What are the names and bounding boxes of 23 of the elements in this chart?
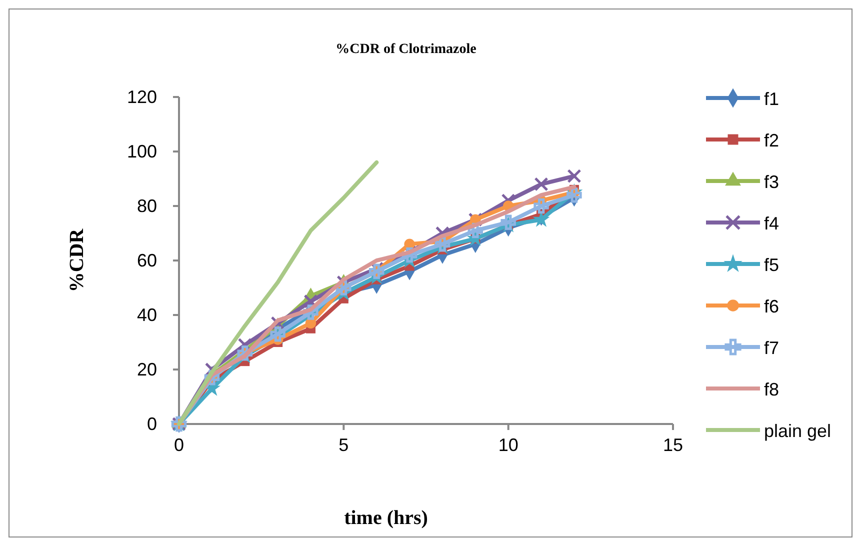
x-tick-label: 0 xyxy=(174,435,184,455)
x-tick-label: 5 xyxy=(338,435,349,455)
legend-label: f8 xyxy=(764,380,780,400)
legend-label: f2 xyxy=(764,130,780,150)
legend-label: plain gel xyxy=(764,421,832,441)
y-axis-title: %CDR xyxy=(66,228,88,292)
y-tick-label: 80 xyxy=(136,196,157,216)
x-tick-label: 10 xyxy=(498,435,518,455)
y-tick-label: 40 xyxy=(136,305,157,325)
y-tick-label: 0 xyxy=(146,414,157,434)
legend-label: f6 xyxy=(764,296,780,316)
y-tick-label: 60 xyxy=(136,250,157,270)
legend-label: f3 xyxy=(764,172,780,192)
legend-label: f1 xyxy=(764,89,780,109)
y-tick-label: 120 xyxy=(126,87,157,107)
y-tick-label: 100 xyxy=(126,142,157,162)
chart-title: %CDR of Clotrimazole xyxy=(336,42,476,57)
legend-label: f5 xyxy=(764,255,780,275)
legend-label: f7 xyxy=(764,338,780,358)
x-tick-label: 15 xyxy=(662,435,684,455)
legend-label: f4 xyxy=(764,214,780,234)
x-axis-title: time (hrs) xyxy=(344,507,428,529)
y-tick-label: 20 xyxy=(136,360,157,380)
